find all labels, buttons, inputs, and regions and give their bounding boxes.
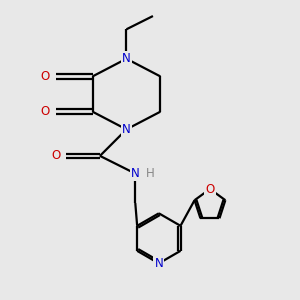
Text: H: H — [146, 167, 154, 180]
Text: O: O — [41, 105, 50, 118]
Text: O: O — [41, 70, 50, 83]
Text: N: N — [154, 257, 163, 270]
Text: N: N — [122, 123, 131, 136]
Text: N: N — [122, 52, 131, 65]
Text: O: O — [205, 182, 214, 196]
Text: N: N — [131, 167, 140, 180]
Text: O: O — [51, 149, 60, 162]
